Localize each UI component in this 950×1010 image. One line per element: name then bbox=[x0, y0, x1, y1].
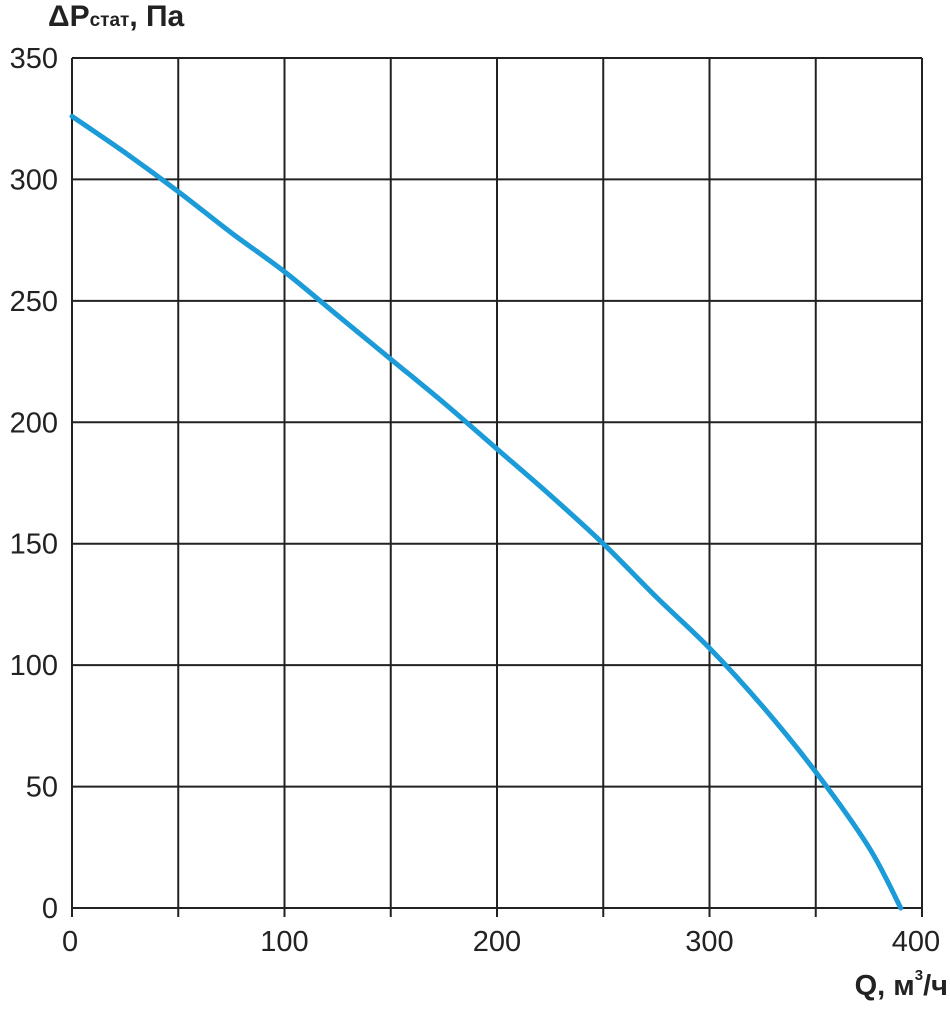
y-tick-label: 250 bbox=[10, 286, 58, 318]
y-tick-label: 200 bbox=[10, 407, 58, 439]
y-tick-label: 0 bbox=[42, 893, 58, 925]
x-tick-label: 200 bbox=[473, 926, 521, 958]
x-tick-label: 400 bbox=[892, 926, 940, 958]
y-tick-label: 100 bbox=[10, 650, 58, 682]
y-tick-label: 50 bbox=[26, 772, 58, 804]
x-tick-label: 300 bbox=[685, 926, 733, 958]
x-tick-label: 0 bbox=[62, 926, 78, 958]
y-axis-title: ΔPстат, Па bbox=[48, 0, 185, 33]
x-axis-title: Q, м3/ч bbox=[854, 967, 948, 1002]
series-line bbox=[69, 113, 904, 911]
x-tick-label: 100 bbox=[260, 926, 308, 958]
y-tick-label: 150 bbox=[10, 529, 58, 561]
y-tick-label: 300 bbox=[10, 164, 58, 196]
y-tick-label: 350 bbox=[10, 43, 58, 75]
